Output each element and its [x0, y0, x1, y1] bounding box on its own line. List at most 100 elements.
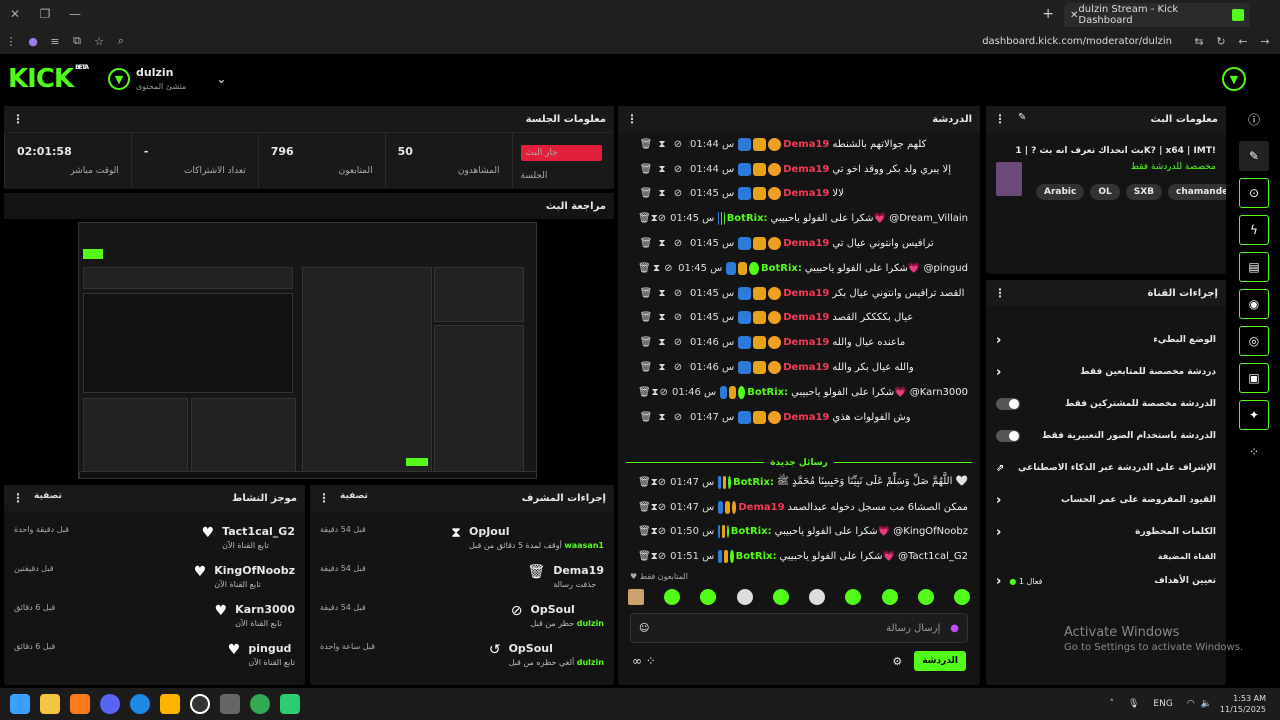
message-username[interactable]: Dema19	[783, 287, 830, 299]
app-icon[interactable]	[70, 694, 90, 714]
message-username[interactable]: Dema19	[783, 138, 830, 150]
message-username[interactable]: Dema19	[783, 362, 830, 374]
ban-user-icon[interactable]: ⊘	[673, 312, 683, 324]
settings-gear-icon[interactable]: ⚙	[892, 654, 903, 668]
volume-icon[interactable]: 🔈	[1200, 699, 1212, 709]
emote-icon[interactable]	[628, 589, 644, 605]
emote-icon[interactable]	[953, 589, 970, 605]
activity-username[interactable]: Karn3000	[235, 603, 295, 616]
chrome-icon[interactable]	[250, 694, 270, 714]
ban-user-icon[interactable]: ⊘	[657, 476, 667, 488]
edit-pencil-icon[interactable]: ✎	[1018, 112, 1027, 123]
ban-user-icon[interactable]: ⊘	[673, 287, 683, 299]
site-settings-icon[interactable]: ⇆	[1194, 34, 1204, 48]
app-icon[interactable]	[280, 694, 300, 714]
ban-user-icon[interactable]: ⊘	[664, 262, 673, 274]
ban-user-icon[interactable]: ⊘	[673, 188, 683, 200]
delete-message-icon[interactable]: 🗑	[638, 551, 651, 563]
category-thumbnail[interactable]	[996, 162, 1022, 196]
send-chat-button[interactable]: الدردشة	[914, 651, 966, 671]
discord-icon[interactable]	[100, 694, 120, 714]
stream-tag[interactable]: chamander	[1168, 184, 1226, 200]
mod-tools-icon[interactable]: ▣	[1239, 363, 1269, 393]
message-username[interactable]: Dema19	[783, 312, 830, 324]
delete-message-icon[interactable]: 🗑	[638, 526, 651, 538]
chat-bubble-icon[interactable]: ◉	[1239, 289, 1269, 319]
message-username[interactable]: Dema19	[783, 163, 830, 175]
delete-message-icon[interactable]: 🗑	[638, 476, 651, 488]
option-slow-mode[interactable]: › الوضع البطيء	[986, 324, 1226, 356]
camera-icon[interactable]: ⊙	[1239, 178, 1269, 208]
file-explorer-icon[interactable]	[40, 694, 60, 714]
timeout-icon[interactable]: ⧗	[658, 362, 666, 374]
timeout-icon[interactable]: ⧗	[658, 411, 666, 423]
message-username[interactable]: Dema19	[783, 188, 830, 200]
ban-user-icon[interactable]: ⊘	[673, 238, 683, 250]
option-followers-only[interactable]: › دردشة مخصصة للمتابعين فقط	[986, 356, 1226, 388]
message-username[interactable]: BotRix:	[733, 476, 774, 488]
more-options-icon[interactable]: ⋮	[318, 491, 330, 505]
reload-icon[interactable]: ↻	[1216, 34, 1226, 48]
wrench-icon[interactable]: ✦	[1239, 400, 1269, 430]
subscribers-only-toggle[interactable]	[996, 398, 1020, 410]
option-set-goals[interactable]: › ● فعال 1 تعيين الأهداف	[996, 573, 1216, 589]
timeout-icon[interactable]: ⧗	[650, 526, 658, 538]
emote-only-toggle[interactable]	[996, 430, 1020, 442]
activity-username[interactable]: Tact1cal_G2	[222, 525, 295, 538]
user-avatar[interactable]: ▼	[1222, 67, 1246, 91]
app-icon[interactable]	[220, 694, 240, 714]
channel-switch-chevron-icon[interactable]: ⌄	[216, 72, 227, 86]
tray-chevron-icon[interactable]: ˄	[1109, 699, 1114, 709]
more-options-icon[interactable]: ⋮	[626, 112, 638, 126]
restore-window-icon[interactable]: ❐	[39, 7, 51, 21]
timeout-icon[interactable]: ⧗	[650, 551, 658, 563]
app-icon[interactable]	[160, 694, 180, 714]
mod-action-target[interactable]: OpSoul	[508, 642, 553, 655]
message-username[interactable]: Dema19	[738, 501, 785, 513]
delete-message-icon[interactable]: 🗑	[638, 213, 651, 225]
timeout-icon[interactable]: ⧗	[658, 138, 666, 150]
ban-user-icon[interactable]: ⊘	[657, 501, 667, 513]
emote-icon[interactable]	[845, 589, 862, 605]
emoji-icon[interactable]: ☺	[639, 622, 650, 634]
emote-icon[interactable]	[736, 589, 753, 605]
delete-message-icon[interactable]: 🗑	[639, 411, 653, 423]
delete-message-icon[interactable]: 🗑	[639, 287, 653, 299]
timeout-icon[interactable]: ⧗	[651, 386, 659, 398]
broadcast-icon[interactable]: ◎	[1239, 326, 1269, 356]
more-options-icon[interactable]: ⋮	[994, 286, 1006, 300]
delete-message-icon[interactable]: 🗑	[639, 312, 653, 324]
timeout-icon[interactable]: ⧗	[658, 337, 666, 349]
delete-message-icon[interactable]: 🗑	[639, 163, 653, 175]
edit-icon[interactable]: ✎	[1239, 141, 1269, 171]
delete-message-icon[interactable]: 🗑	[639, 337, 653, 349]
document-icon[interactable]: ▤	[1239, 252, 1269, 282]
delete-message-icon[interactable]: 🗑	[638, 386, 651, 398]
mod-action-target[interactable]: OpJoul	[468, 525, 510, 538]
lightning-icon[interactable]: ϟ	[1239, 215, 1269, 245]
message-username[interactable]: BotRix:	[726, 213, 768, 225]
message-username[interactable]: BotRix:	[760, 262, 802, 274]
delete-message-icon[interactable]: 🗑	[638, 262, 651, 274]
new-tab-button[interactable]: +	[1042, 6, 1054, 22]
ban-user-icon[interactable]: ⊘	[673, 411, 683, 423]
timeout-icon[interactable]: ⧗	[658, 287, 666, 299]
kick-logo[interactable]: KICK BETA	[8, 64, 89, 94]
delete-message-icon[interactable]: 🗑	[639, 188, 653, 200]
timeout-icon[interactable]: ⧗	[650, 213, 658, 225]
ban-user-icon[interactable]: ⊘	[673, 337, 683, 349]
timeout-icon[interactable]: ⧗	[658, 238, 666, 250]
forward-icon[interactable]: →	[1260, 34, 1270, 48]
delete-message-icon[interactable]: 🗑	[639, 138, 653, 150]
mic-tray-icon[interactable]: 🎙	[1127, 699, 1140, 709]
close-window-icon[interactable]: ✕	[9, 7, 21, 21]
message-username[interactable]: BotRix:	[747, 386, 789, 398]
menu-icon[interactable]: ⋮	[5, 34, 17, 48]
filter-button[interactable]: تصفية	[340, 491, 368, 501]
back-icon[interactable]: ←	[1238, 34, 1248, 48]
message-username[interactable]: BotRix:	[735, 551, 777, 563]
mod-action-target[interactable]: Dema19	[553, 564, 604, 577]
edge-icon[interactable]	[130, 694, 150, 714]
more-options-icon[interactable]: ⋮	[12, 112, 24, 126]
timeout-icon[interactable]: ⧗	[650, 476, 658, 488]
